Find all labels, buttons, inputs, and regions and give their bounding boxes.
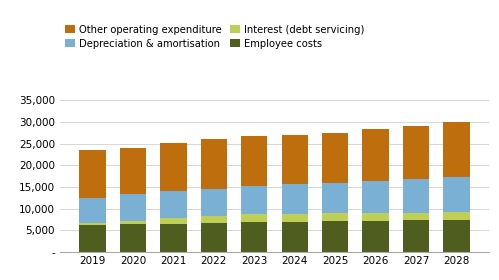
Bar <box>281 135 308 184</box>
Bar <box>403 125 429 179</box>
Bar <box>120 221 146 224</box>
Bar <box>160 191 187 218</box>
Bar <box>362 129 389 181</box>
Bar <box>241 186 267 214</box>
Bar <box>79 223 106 225</box>
Bar <box>79 150 106 198</box>
Bar <box>120 224 146 252</box>
Bar <box>241 222 267 252</box>
Bar <box>322 183 348 213</box>
Bar <box>403 179 429 213</box>
Bar <box>160 143 187 191</box>
Bar <box>79 225 106 252</box>
Bar <box>241 214 267 222</box>
Bar <box>160 218 187 224</box>
Bar <box>281 214 308 222</box>
Legend: Other operating expenditure, Depreciation & amortisation, Interest (debt servici: Other operating expenditure, Depreciatio… <box>65 25 364 49</box>
Bar <box>322 133 348 183</box>
Bar <box>443 220 470 252</box>
Bar <box>443 122 470 177</box>
Bar <box>362 181 389 213</box>
Bar <box>201 223 227 252</box>
Bar <box>281 184 308 214</box>
Bar <box>362 213 389 221</box>
Bar <box>443 212 470 220</box>
Bar <box>241 136 267 186</box>
Bar <box>403 213 429 220</box>
Bar <box>322 213 348 221</box>
Bar <box>362 221 389 252</box>
Bar <box>281 222 308 252</box>
Bar <box>120 148 146 194</box>
Bar <box>201 189 227 216</box>
Bar <box>201 216 227 223</box>
Bar <box>79 198 106 223</box>
Bar <box>120 194 146 221</box>
Bar <box>201 139 227 189</box>
Bar <box>322 221 348 252</box>
Bar <box>443 177 470 212</box>
Bar <box>160 224 187 252</box>
Bar <box>403 220 429 252</box>
